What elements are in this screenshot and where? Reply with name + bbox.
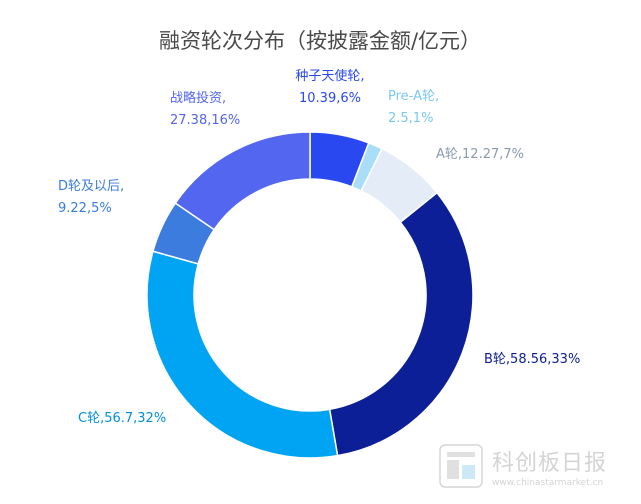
- watermark-text: 科创板日报: [492, 451, 607, 476]
- slice-label-line: 9.22,5%: [58, 201, 112, 216]
- slice-label-line: B轮,58.56,33%: [484, 352, 580, 367]
- slice-label-2: Pre-A轮, 2.5,1%: [388, 89, 439, 126]
- slice-label-line: 战略投资,: [170, 90, 226, 106]
- slice-label-1: 种子天使轮, 10.39,6%: [295, 68, 364, 106]
- slice-label-4: B轮,58.56,33%: [484, 352, 580, 367]
- slice-label-6: D轮及以后, 9.22,5%: [58, 179, 124, 216]
- slice-label-line: D轮及以后,: [58, 179, 124, 194]
- slice-label-line: Pre-A轮,: [388, 89, 439, 104]
- watermark: 科创板日报 www.chinastarmarket.cn: [439, 444, 607, 488]
- slice-7: [174, 131, 311, 231]
- chart-title: 融资轮次分布（按披露金额/亿元）: [159, 29, 481, 53]
- slice-label-line: 2.5,1%: [388, 111, 433, 126]
- watermark-logo-icon: [439, 444, 483, 488]
- watermark-url: www.chinastarmarket.cn: [492, 478, 603, 488]
- slice-label-line: C轮,56.7,32%: [78, 411, 166, 426]
- slice-label-line: A轮,12.27,7%: [436, 147, 524, 162]
- slice-5: [146, 250, 339, 459]
- slice-label-5: C轮,56.7,32%: [78, 411, 166, 426]
- slice-labels: 种子天使轮, 10.39,6% Pre-A轮, 2.5,1% A轮,12.27,7% B轮…: [58, 68, 580, 426]
- slice-label-line: 10.39,6%: [299, 91, 361, 106]
- slice-label-line: 27.38,16%: [170, 113, 240, 128]
- slice-label-line: 种子天使轮,: [295, 68, 364, 84]
- donut-slices: [146, 131, 474, 459]
- slice-label-3: A轮,12.27,7%: [436, 147, 524, 162]
- slice-label-7: 战略投资, 27.38,16%: [170, 90, 240, 128]
- slice-4: [328, 191, 474, 457]
